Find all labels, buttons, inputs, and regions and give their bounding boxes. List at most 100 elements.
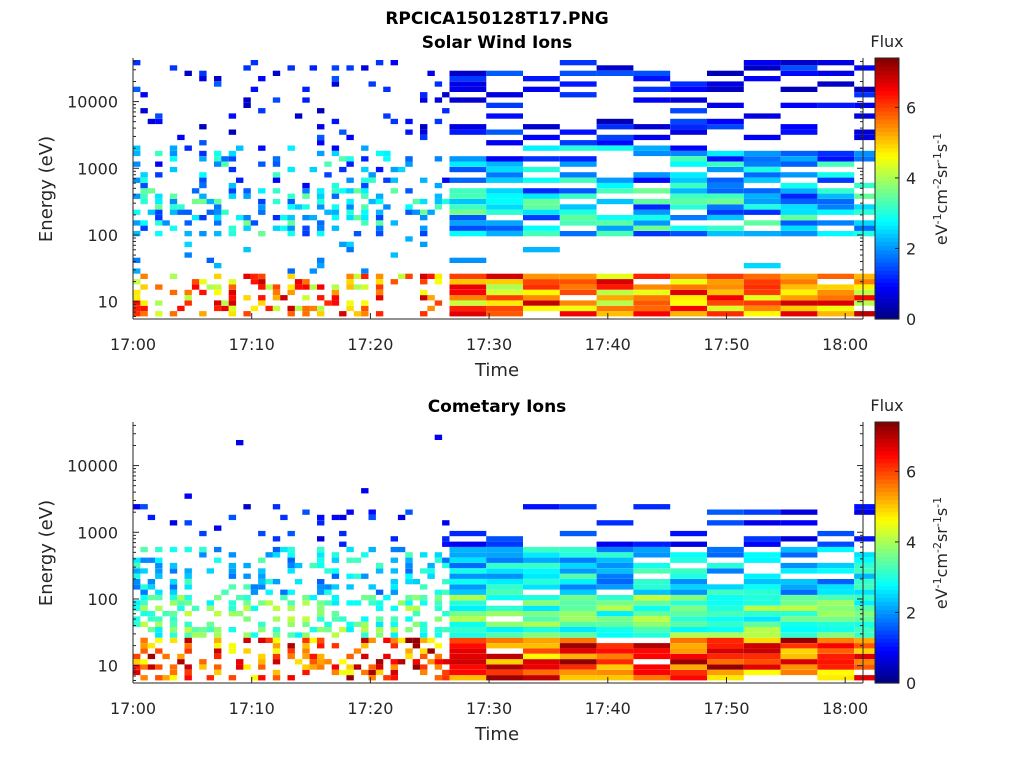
- heatmap-cell: [817, 300, 855, 306]
- colorbar-segment: [875, 458, 899, 464]
- colorbar-segment: [875, 515, 899, 521]
- colorbar-segment: [875, 528, 899, 533]
- heatmap-cell: [214, 595, 222, 601]
- colorbar-segment: [875, 523, 899, 529]
- heatmap-cell: [405, 605, 413, 611]
- heatmap-cell: [670, 145, 707, 151]
- heatmap-cell: [817, 611, 855, 617]
- heatmap-cell: [133, 568, 141, 574]
- heatmap-cell: [434, 97, 443, 103]
- heatmap-cell: [228, 193, 237, 199]
- heatmap-cell: [670, 193, 707, 199]
- heatmap-cell: [420, 225, 428, 231]
- heatmap-cell: [449, 530, 487, 537]
- heatmap-cell: [707, 509, 744, 515]
- heatmap-cell: [434, 81, 443, 87]
- heatmap-cell: [272, 215, 281, 221]
- heatmap-cell: [670, 198, 707, 205]
- heatmap-cell: [596, 595, 634, 601]
- heatmap-cell: [780, 172, 818, 178]
- heatmap-cell: [707, 102, 744, 108]
- heatmap-cell: [420, 279, 428, 285]
- heatmap-cell: [184, 621, 192, 627]
- heatmap-cell: [317, 659, 325, 665]
- heatmap-cell: [449, 605, 487, 611]
- heatmap-cell: [780, 627, 818, 633]
- heatmap-cell: [155, 627, 163, 633]
- heatmap-cell: [405, 616, 413, 622]
- heatmap-cell: [412, 579, 421, 585]
- heatmap-cell: [331, 182, 340, 189]
- heatmap-cell: [559, 675, 597, 681]
- heatmap-cell: [559, 300, 597, 306]
- heatmap-cell: [743, 509, 781, 515]
- heatmap-cell: [743, 150, 781, 157]
- heatmap-cell: [743, 520, 781, 526]
- colorbar-segment: [875, 654, 899, 660]
- heatmap-cell: [486, 669, 523, 676]
- heatmap-cell: [633, 70, 671, 76]
- heatmap-cell: [287, 589, 295, 595]
- heatmap-cell: [780, 595, 818, 601]
- heatmap-cell: [258, 579, 266, 585]
- colorbar-segment: [875, 581, 899, 586]
- heatmap-cell: [184, 573, 192, 579]
- heatmap-cell: [743, 279, 781, 285]
- heatmap-cell: [420, 600, 428, 606]
- heatmap-cell: [214, 289, 222, 296]
- heatmap-cell: [177, 659, 185, 665]
- heatmap-cell: [449, 675, 487, 681]
- heatmap-cell: [272, 579, 281, 585]
- heatmap-cell: [353, 311, 362, 317]
- heatmap-cell: [670, 605, 707, 611]
- heatmap-cell: [184, 289, 192, 296]
- y-tick-label: 100: [87, 226, 118, 245]
- heatmap-cell: [780, 579, 818, 585]
- heatmap-cell: [302, 595, 310, 601]
- colorbar-segment: [875, 188, 899, 194]
- heatmap-cell: [339, 514, 347, 521]
- heatmap-cell: [147, 627, 156, 633]
- heatmap-cell: [309, 215, 317, 221]
- heatmap-cell: [633, 504, 671, 510]
- colorbar-segment: [875, 102, 899, 108]
- heatmap-cell: [817, 295, 855, 301]
- heatmap-cell: [140, 621, 148, 627]
- heatmap-cell: [140, 568, 148, 574]
- heatmap-cell: [353, 573, 362, 579]
- heatmap-cell: [670, 664, 707, 670]
- heatmap-cell: [670, 675, 707, 681]
- heatmap-cell: [486, 193, 523, 199]
- heatmap-cell: [707, 273, 744, 279]
- heatmap-cell: [817, 648, 855, 654]
- heatmap-cell: [214, 231, 222, 237]
- heatmap-cell: [854, 611, 891, 617]
- heatmap-cell: [214, 643, 222, 649]
- heatmap-cell: [243, 215, 251, 221]
- heatmap-cell: [155, 562, 163, 569]
- heatmap-cell: [670, 557, 707, 563]
- colorbar-segment: [875, 298, 899, 304]
- heatmap-cell: [559, 70, 597, 76]
- heatmap-cell: [420, 664, 428, 670]
- heatmap-cell: [243, 247, 251, 253]
- heatmap-cell: [184, 295, 192, 301]
- heatmap-cell: [331, 568, 340, 574]
- heatmap-cell: [405, 648, 413, 654]
- heatmap-cell: [177, 595, 185, 601]
- heatmap-cell: [486, 305, 523, 312]
- heatmap-cell: [272, 172, 281, 178]
- heatmap-cell: [324, 209, 332, 215]
- heatmap-cell: [743, 552, 781, 558]
- heatmap-cell: [427, 568, 435, 574]
- heatmap-cell: [375, 311, 384, 317]
- heatmap-cell: [206, 284, 214, 290]
- heatmap-cell: [817, 231, 855, 237]
- heatmap-cell: [523, 247, 560, 253]
- heatmap-cell: [353, 557, 362, 563]
- heatmap-cell: [302, 279, 310, 285]
- heatmap-cell: [272, 669, 281, 676]
- heatmap-cell: [155, 605, 163, 611]
- heatmap-cell: [523, 177, 560, 183]
- heatmap-cell: [228, 675, 237, 681]
